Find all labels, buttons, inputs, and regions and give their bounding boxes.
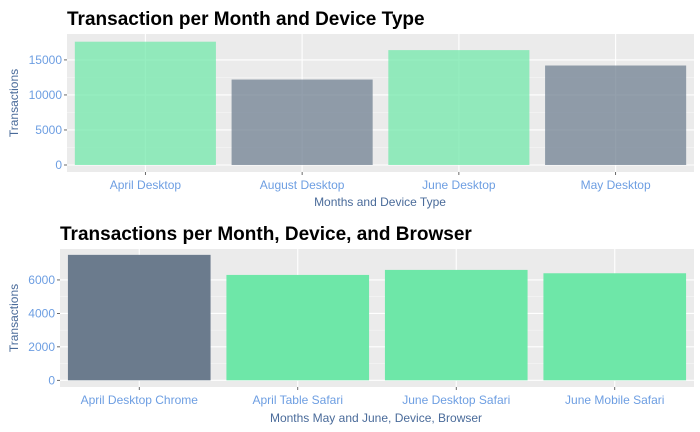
bar	[231, 79, 373, 165]
bar	[67, 254, 211, 381]
chart-2-bars	[67, 254, 687, 381]
x-tick-label: June Mobile Safari	[565, 393, 664, 407]
chart-1-x-axis-label: Months and Device Type	[314, 195, 446, 209]
y-tick-label: 2000	[28, 340, 55, 354]
y-tick-label: 10000	[29, 88, 63, 102]
bar	[545, 65, 687, 165]
chart-1-y-axis: 0 5000 10000 15000	[29, 53, 67, 172]
chart-1-title: Transaction per Month and Device Type	[67, 9, 425, 30]
chart-2-title: Transactions per Month, Device, and Brow…	[60, 224, 472, 245]
y-tick-label: 0	[55, 158, 62, 172]
bar	[226, 274, 370, 381]
x-tick-label: May Desktop	[581, 178, 651, 192]
x-tick-label: August Desktop	[260, 178, 345, 192]
x-tick-label: April Desktop	[110, 178, 182, 192]
chart-2-x-axis-label: Months May and June, Device, Browser	[270, 411, 482, 425]
chart-1: Transaction per Month and Device Type 0 5…	[7, 9, 694, 209]
y-tick-label: 15000	[29, 53, 63, 67]
bar	[74, 41, 216, 165]
y-tick-label: 6000	[28, 273, 55, 287]
chart-2-x-axis: April Desktop Chrome April Table Safari Ju…	[81, 387, 664, 407]
x-tick-label: April Table Safari	[253, 393, 344, 407]
x-tick-label: June Desktop Safari	[402, 393, 510, 407]
bar	[543, 273, 687, 381]
y-tick-label: 5000	[35, 123, 62, 137]
bar	[388, 50, 530, 165]
bar	[384, 269, 528, 381]
chart-2-y-axis-label: Transactions	[7, 284, 21, 352]
chart-1-bars	[74, 41, 687, 165]
y-tick-label: 4000	[28, 306, 55, 320]
chart-1-y-axis-label: Transactions	[7, 69, 21, 137]
chart-2: Transactions per Month, Device, and Brow…	[7, 224, 694, 425]
chart-1-x-axis: April Desktop August Desktop June Desktop M…	[110, 172, 651, 192]
x-tick-label: June Desktop	[422, 178, 496, 192]
x-tick-label: April Desktop Chrome	[81, 393, 199, 407]
y-tick-label: 0	[48, 373, 55, 387]
chart-2-y-axis: 0 2000 4000 6000	[28, 273, 60, 387]
